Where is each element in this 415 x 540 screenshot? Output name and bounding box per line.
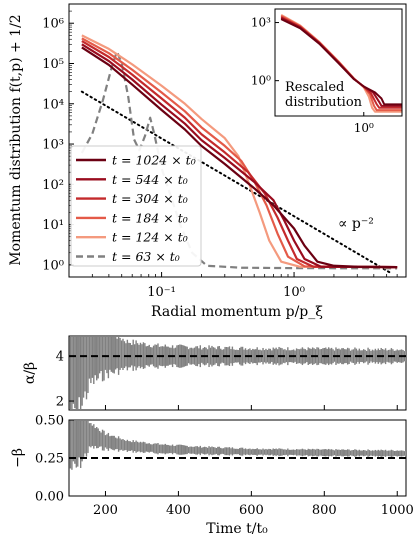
main-x-label: Radial momentum p/p_ξ — [151, 304, 323, 320]
inset-panel: 10⁰ 10⁰ 10³ Rescaled distribution — [251, 8, 403, 135]
main-y-ticks: 10⁰ 10¹ 10² 10³ 10⁴ 10⁵ 10⁶ — [42, 3, 74, 273]
alpha-beta-y-label: α/β — [22, 362, 38, 384]
inset-series-line-4 — [280, 18, 402, 106]
main-y-tick-label: 10⁰ — [42, 258, 64, 273]
inset-ticks: 10⁰ 10⁰ 10³ — [251, 16, 374, 135]
series-line-4 — [81, 34, 398, 269]
legend-label-4: t = 124 × t₀ — [112, 230, 188, 245]
legend-label-2: t = 304 × t₀ — [112, 191, 188, 206]
main-panel: 10⁻¹ 10⁰ 10⁰ 10¹ 10² 10³ 10⁴ 10⁵ 10⁶ Radial mom… — [8, 3, 407, 320]
time-x-tick-label: 400 — [166, 503, 191, 518]
legend-label-5: t = 63 × t₀ — [112, 249, 180, 264]
beta-ticks: 0.00 0.25 0.50 200 400 600 800 1000 — [35, 414, 414, 519]
alpha-beta-y-tick-label: 4 — [56, 350, 64, 365]
power-law-reference-line — [80, 90, 394, 275]
main-y-tick-label: 10¹ — [42, 218, 64, 233]
power-law-label: ∝ p⁻² — [338, 216, 374, 232]
time-x-tick-label: 800 — [312, 503, 337, 518]
main-y-tick-label: 10³ — [42, 138, 64, 153]
main-y-tick-label: 10⁶ — [42, 17, 64, 32]
beta-y-tick-label: 0.25 — [35, 452, 64, 467]
main-y-tick-label: 10⁵ — [42, 57, 64, 72]
series-line-1 — [81, 43, 398, 269]
beta-data — [69, 420, 406, 470]
legend-label-3: t = 184 × t₀ — [112, 210, 188, 225]
legend: t = 1024 × t₀ t = 544 × t₀ t = 304 × t₀ t =… — [70, 145, 202, 267]
alpha-beta-ticks: 24 — [56, 350, 398, 410]
series-line-3 — [81, 37, 398, 269]
legend-label-1: t = 544 × t₀ — [112, 172, 188, 187]
beta-y-tick-label: 0.00 — [35, 490, 64, 505]
time-x-tick-label: 1000 — [381, 503, 414, 518]
main-y-tick-label: 10⁴ — [42, 97, 64, 112]
alpha-beta-y-tick-label: 2 — [56, 395, 64, 410]
main-x-tick-label: 10⁻¹ — [147, 285, 176, 300]
inset-y-tick-label: 10⁰ — [251, 74, 271, 88]
legend-label-0: t = 1024 × t₀ — [112, 153, 196, 168]
main-lines — [80, 34, 398, 275]
main-y-tick-label: 10² — [42, 178, 64, 193]
inset-title-line-2: distribution — [285, 95, 363, 110]
beta-y-label: −β — [10, 448, 26, 468]
inset-y-tick-label: 10³ — [251, 16, 271, 30]
inset-lines — [280, 13, 402, 113]
alpha-beta-data — [69, 336, 406, 410]
inset-title-line-1: Rescaled — [285, 80, 344, 95]
main-x-ticks: 10⁻¹ 10⁰ — [68, 272, 407, 300]
time-x-tick-label: 600 — [239, 503, 264, 518]
inset-x-tick-label: 10⁰ — [354, 121, 374, 135]
time-x-label: Time t/t₀ — [206, 521, 268, 537]
main-frame — [68, 3, 407, 278]
legend-items: t = 1024 × t₀ t = 544 × t₀ t = 304 × t₀ t =… — [76, 153, 196, 264]
alpha-beta-frame — [68, 335, 407, 411]
time-x-tick-label: 200 — [93, 503, 118, 518]
main-y-label: Momentum distribution f(t,p) + 1/2 — [8, 14, 24, 265]
series-line-0 — [81, 46, 398, 269]
inset-frame — [274, 8, 403, 117]
main-x-tick-label: 10⁰ — [283, 285, 305, 300]
beta-panel: 0.00 0.25 0.50 200 400 600 800 1000 −β Time t/t… — [10, 414, 414, 538]
series-line-2 — [81, 40, 398, 269]
alpha-beta-panel: 24 α/β — [22, 335, 407, 411]
beta-y-tick-label: 0.50 — [35, 414, 64, 429]
